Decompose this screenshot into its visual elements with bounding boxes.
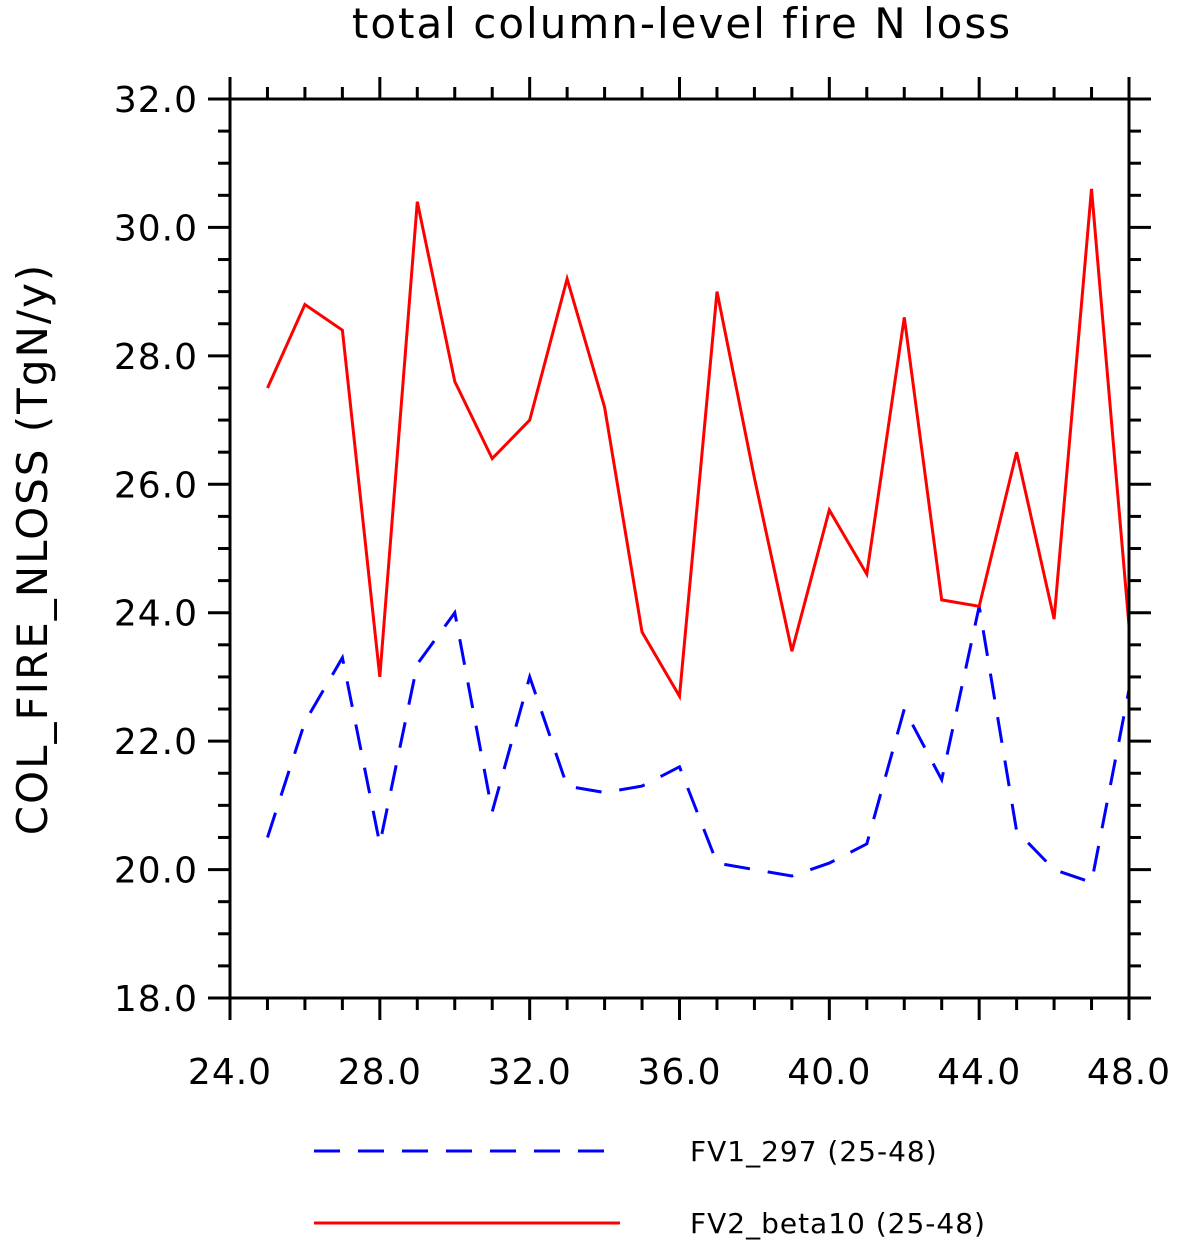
y-tick-label: 18.0 [114,979,198,1020]
series-line-2 [266,188,1131,701]
x-tick-label: 24.0 [188,1052,272,1093]
chart-title: total column-level fire N loss [352,0,1012,48]
y-axis-ticks: 18.0 20.0 22.0 24.0 26.0 28.0 30.0 32.0 [114,80,1151,1020]
x-tick-label: 48.0 [1087,1052,1171,1093]
legend: FV1_297 (25-48) FV2_beta10 (25-48) [314,1135,986,1240]
y-tick-label: 20.0 [114,851,198,892]
x-tick-label: 44.0 [937,1052,1021,1093]
legend-label-2: FV2_beta10 (25-48) [690,1207,986,1240]
x-tick-label: 32.0 [488,1052,572,1093]
series-line-1 [266,605,1131,885]
y-tick-label: 26.0 [114,465,198,506]
plot-series [266,188,1131,885]
x-tick-label: 40.0 [787,1052,871,1093]
y-tick-label: 28.0 [114,337,198,378]
y-tick-label: 32.0 [114,80,198,121]
legend-label-1: FV1_297 (25-48) [690,1135,938,1168]
x-tick-label: 28.0 [338,1052,422,1093]
y-tick-label: 30.0 [114,208,198,249]
x-tick-label: 36.0 [637,1052,721,1093]
x-axis-ticks: 24.0 28.0 32.0 36.0 40.0 44.0 48.0 [188,77,1171,1093]
y-tick-label: 22.0 [114,722,198,763]
y-tick-label: 24.0 [114,594,198,635]
y-axis-label: COL_FIRE_NLOSS (TgN/y) [8,263,57,836]
